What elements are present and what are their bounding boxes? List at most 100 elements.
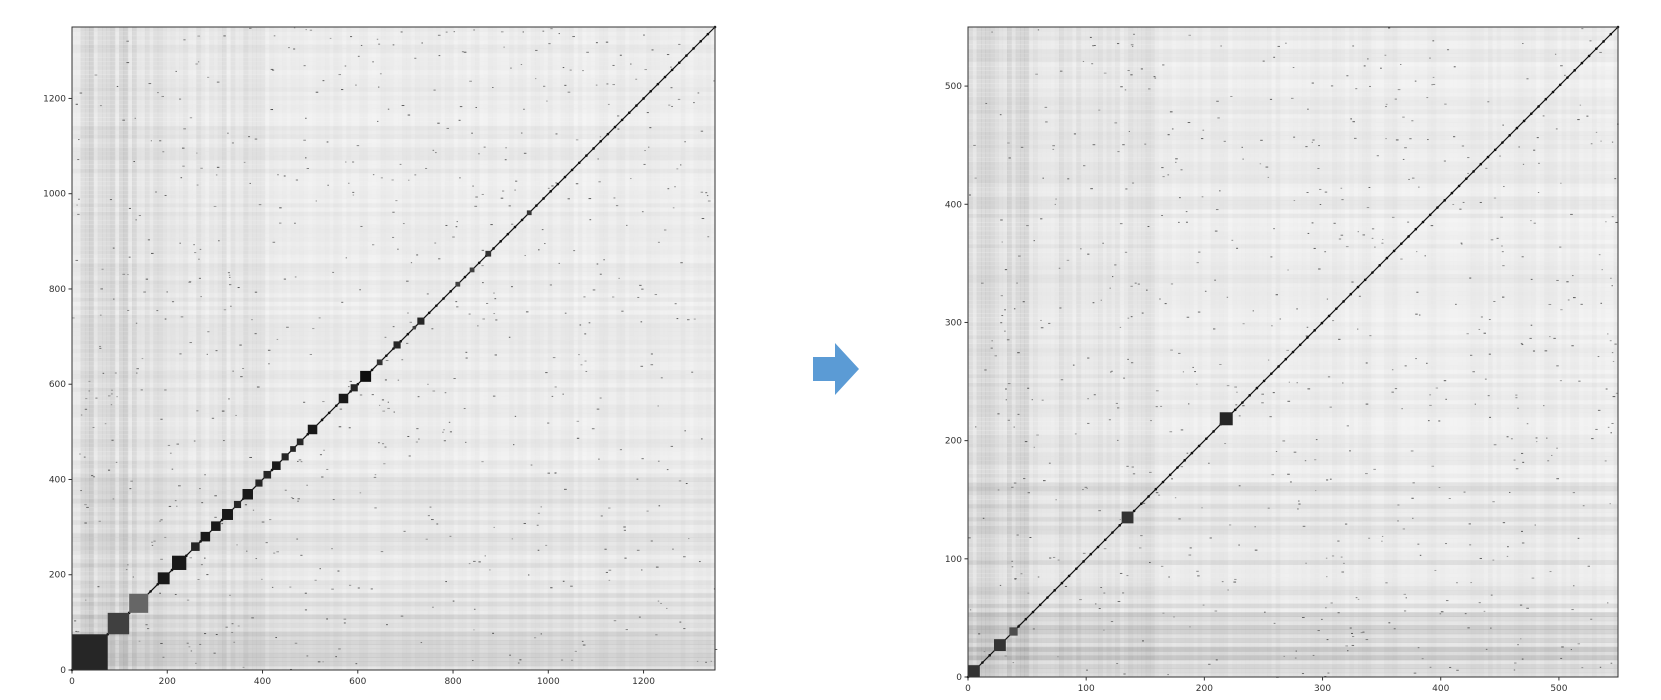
heatmap-column-stripe: [1050, 27, 1056, 677]
heatmap-speckle: [643, 163, 646, 165]
heatmap-speckle: [1515, 394, 1518, 396]
heatmap-speckle: [107, 469, 111, 471]
heatmap-column-stripe: [72, 27, 77, 670]
heatmap-speckle: [1003, 330, 1006, 332]
heatmap-column-stripe: [466, 27, 472, 670]
heatmap-speckle: [159, 140, 162, 142]
heatmap-column-stripe: [1223, 27, 1229, 677]
heatmap-row-stripe: [72, 57, 715, 62]
heatmap-speckle: [116, 396, 118, 398]
heatmap-row-stripe: [968, 126, 1618, 132]
heatmap-column-stripe: [994, 27, 999, 677]
heatmap-diagonal-dot: [1284, 357, 1288, 361]
heatmap-column-stripe: [976, 27, 982, 677]
heatmap-row-stripe: [968, 196, 1618, 201]
heatmap-speckle: [581, 640, 584, 642]
heatmap-speckle: [1376, 155, 1379, 157]
heatmap-speckle: [338, 426, 342, 428]
heatmap-row-stripe: [72, 438, 715, 444]
heatmap-speckle: [618, 277, 620, 279]
heatmap-row-stripe: [72, 125, 715, 131]
heatmap-row-stripe: [968, 538, 1618, 544]
heatmap-speckle: [446, 127, 450, 129]
heatmap-speckle: [1586, 115, 1589, 117]
heatmap-diagonal-dot: [1154, 487, 1158, 491]
heatmap-row-stripe: [968, 35, 1618, 41]
heatmap-speckle: [1416, 291, 1419, 293]
heatmap-row-stripe: [968, 243, 1618, 249]
heatmap-column-stripe: [174, 27, 180, 670]
heatmap-speckle: [514, 415, 517, 417]
heatmap-row-stripe: [72, 104, 715, 110]
heatmap-speckle: [1000, 295, 1003, 297]
heatmap-speckle: [246, 550, 248, 552]
heatmap-speckle: [189, 342, 192, 344]
heatmap-speckle: [978, 633, 981, 635]
heatmap-column-stripe: [1180, 27, 1186, 677]
heatmap-speckle: [1155, 390, 1159, 392]
heatmap-speckle: [473, 29, 475, 31]
heatmap-speckle: [1110, 621, 1114, 623]
heatmap-speckle: [1587, 565, 1590, 567]
heatmap-speckle: [1424, 255, 1426, 257]
heatmap-column-stripe: [1236, 27, 1242, 677]
heatmap-speckle: [1597, 409, 1601, 411]
heatmap-diagonal-dot: [1595, 47, 1598, 50]
heatmap-row-stripe: [968, 274, 1618, 279]
heatmap-speckle: [1351, 636, 1355, 638]
heatmap-speckle: [1341, 199, 1344, 201]
heatmap-column-stripe: [637, 27, 643, 670]
heatmap-speckle: [1402, 158, 1405, 160]
heatmap-column-stripe: [1492, 27, 1498, 677]
heatmap-speckle: [1581, 667, 1584, 669]
heatmap-diagonal-dot: [1544, 97, 1548, 101]
heatmap-speckle: [1169, 431, 1173, 433]
heatmap-speckle: [322, 401, 325, 403]
heatmap-row-stripe: [968, 317, 1618, 323]
heatmap-column-stripe: [1033, 27, 1038, 677]
heatmap-speckle: [1060, 379, 1064, 381]
heatmap-speckle: [356, 145, 360, 147]
heatmap-speckle: [1506, 555, 1509, 557]
heatmap-diagonal-dot: [1031, 610, 1035, 614]
heatmap-speckle: [1426, 362, 1428, 364]
heatmap-column-stripe: [1007, 27, 1012, 677]
heatmap-speckle: [1614, 343, 1617, 345]
heatmap-diagonal-dot: [1277, 365, 1280, 368]
heatmap-speckle: [511, 223, 514, 225]
heatmap-row-stripe: [72, 622, 715, 628]
heatmap-speckle: [251, 617, 254, 619]
heatmap-speckle: [1170, 349, 1173, 351]
heatmap-speckle: [693, 318, 696, 320]
heatmap-speckle: [286, 326, 289, 328]
heatmap-speckle: [1600, 140, 1602, 142]
heatmap-speckle: [283, 278, 287, 280]
heatmap-speckle: [392, 236, 395, 238]
heatmap-speckle: [206, 353, 208, 355]
heatmap-speckle: [1400, 63, 1402, 65]
heatmap-speckle: [541, 229, 544, 231]
heatmap-speckle: [438, 258, 441, 260]
heatmap-speckle: [606, 83, 609, 85]
heatmap-speckle: [583, 296, 586, 298]
heatmap-speckle: [666, 469, 669, 471]
heatmap-column-stripe: [239, 27, 245, 670]
heatmap-speckle: [1385, 138, 1387, 140]
heatmap-speckle: [1202, 129, 1205, 131]
heatmap-speckle: [1269, 416, 1272, 418]
heatmap-column-stripe: [1605, 27, 1610, 677]
heatmap-speckle: [1464, 613, 1467, 615]
heatmap-speckle: [1589, 40, 1592, 42]
heatmap-speckle: [1362, 631, 1365, 633]
heatmap-speckle: [1161, 215, 1164, 217]
heatmap-speckle: [1367, 58, 1369, 60]
heatmap-column-stripe: [166, 27, 172, 670]
heatmap-speckle: [1117, 407, 1120, 409]
heatmap-column-stripe: [1037, 27, 1043, 677]
heatmap-speckle: [211, 417, 215, 419]
heatmap-row-stripe: [968, 252, 1618, 258]
heatmap-speckle: [1327, 672, 1330, 674]
heatmap-speckle: [641, 211, 644, 213]
heatmap-speckle: [332, 499, 335, 501]
heatmap-row-stripe: [72, 258, 715, 264]
